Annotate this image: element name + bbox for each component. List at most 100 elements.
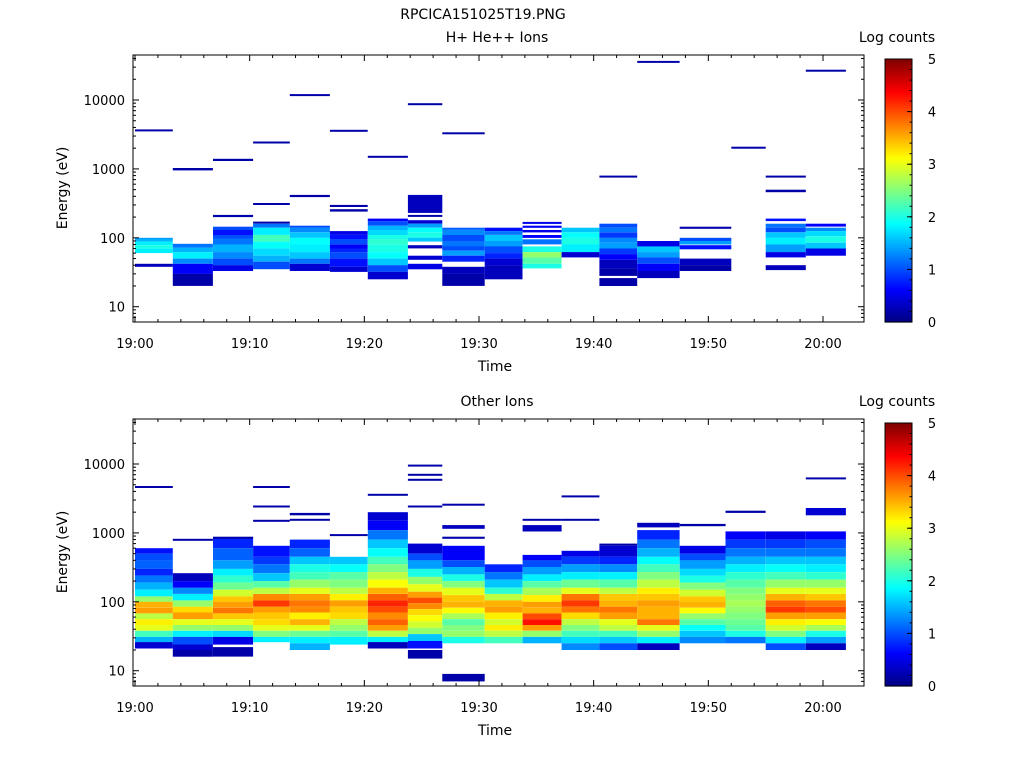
- heatmap-cell: [135, 239, 173, 242]
- heatmap-cell: [407, 584, 443, 592]
- colorbar-segment: [885, 666, 912, 670]
- heatmap-cell: [289, 606, 330, 613]
- heatmap-cell: [765, 600, 806, 607]
- colorbar-segment: [885, 102, 912, 106]
- heatmap-cell: [599, 587, 638, 594]
- heatmap-cell: [442, 636, 485, 644]
- colorbar-segment: [885, 144, 912, 148]
- heatmap-cell: [253, 486, 290, 488]
- heatmap-cell: [407, 194, 443, 205]
- heatmap-cell: [805, 477, 846, 480]
- colorbar-segment: [885, 177, 912, 181]
- x-axis-label: Time: [477, 723, 512, 739]
- heatmap-cell: [442, 246, 485, 251]
- heatmap-cell: [329, 204, 368, 207]
- heatmap-cell: [172, 619, 213, 626]
- colorbar-segment: [885, 629, 912, 632]
- heatmap-cell: [253, 630, 290, 637]
- heatmap-cell: [289, 518, 330, 521]
- heatmap-cell: [442, 132, 485, 135]
- heatmap-cell: [253, 223, 290, 228]
- colorbar-segment: [885, 109, 912, 113]
- heatmap-cell: [637, 564, 680, 573]
- colorbar-segment: [885, 225, 912, 229]
- heatmap-cell: [213, 636, 254, 645]
- heatmap-cell: [725, 594, 766, 601]
- y-tick-label: 10000: [84, 94, 125, 109]
- heatmap-cell: [213, 235, 254, 239]
- heatmap-cell: [329, 572, 368, 580]
- heatmap-cell: [289, 232, 330, 238]
- colorbar-segment: [885, 319, 912, 323]
- heatmap-cell: [135, 553, 173, 561]
- heatmap-cell: [442, 255, 485, 262]
- colorbar-segment: [885, 157, 912, 161]
- heatmap-cell: [289, 94, 330, 97]
- heatmap-cell: [561, 643, 600, 650]
- heatmap-cell: [213, 226, 254, 230]
- colorbar-segment: [885, 683, 912, 687]
- colorbar-segment: [885, 672, 912, 676]
- x-tick-label: 19:40: [575, 337, 612, 352]
- heatmap-cell: [329, 619, 368, 626]
- heatmap-cell: [253, 261, 290, 270]
- heatmap-cell: [442, 230, 485, 235]
- heatmap-cell: [172, 252, 213, 259]
- heatmap-cell: [442, 587, 485, 596]
- heatmap-cell: [765, 572, 806, 580]
- heatmap-cell: [253, 612, 290, 620]
- heatmap-cell: [367, 225, 408, 230]
- heatmap-cell: [442, 601, 485, 608]
- heatmap-cell: [484, 572, 523, 580]
- colorbar-segment: [885, 490, 912, 494]
- heatmap-cell: [522, 221, 562, 224]
- colorbar-segment: [885, 620, 912, 624]
- colorbar-segment: [885, 65, 912, 69]
- colorbar-segment: [885, 210, 912, 214]
- heatmap-cell: [329, 600, 368, 607]
- colorbar-segment: [885, 166, 912, 170]
- heatmap-cell: [407, 245, 443, 249]
- colorbar-segment: [885, 113, 912, 117]
- heatmap-cell: [679, 582, 726, 590]
- colorbar-segment: [885, 482, 912, 485]
- heatmap-cell: [213, 560, 254, 569]
- heatmap-cell: [135, 582, 173, 590]
- colorbar-segment: [885, 536, 912, 540]
- heatmap-cell: [135, 245, 173, 249]
- heatmap-cell: [442, 273, 485, 286]
- colorbar-segment: [885, 596, 912, 599]
- heatmap-cell: [367, 520, 408, 531]
- colorbar-segment: [885, 539, 912, 542]
- heatmap-cell: [253, 545, 290, 557]
- heatmap-cell: [765, 587, 806, 594]
- colorbar-segment: [885, 637, 912, 641]
- colorbar-segment: [885, 142, 912, 146]
- x-tick-label: 19:00: [116, 337, 153, 352]
- colorbar-segment: [885, 271, 912, 275]
- heatmap-cell: [561, 579, 600, 588]
- heatmap-cell: [172, 594, 213, 601]
- colorbar-segment: [885, 447, 912, 450]
- heatmap-cell: [599, 223, 638, 228]
- colorbar-segment: [885, 469, 912, 472]
- colorbar-segment: [885, 129, 912, 132]
- colorbar-segment: [885, 98, 912, 102]
- colorbar-segment: [885, 462, 912, 466]
- heatmap-cell: [367, 612, 408, 620]
- colorbar-segment: [885, 497, 912, 501]
- colorbar-segment: [885, 653, 912, 656]
- heatmap-cell: [484, 564, 523, 573]
- colorbar-segment: [885, 633, 912, 637]
- heatmap-cell: [213, 537, 254, 549]
- heatmap-cell: [329, 564, 368, 573]
- colorbar-segment: [885, 534, 912, 538]
- heatmap-cell: [367, 493, 408, 496]
- heatmap-cell: [679, 607, 726, 614]
- heatmap-cell: [289, 579, 330, 588]
- heatmap-cell: [805, 606, 846, 613]
- heatmap-cell: [407, 591, 443, 598]
- colorbar-segment: [885, 313, 912, 317]
- heatmap-cell: [561, 495, 600, 498]
- colorbar-segment: [885, 541, 912, 545]
